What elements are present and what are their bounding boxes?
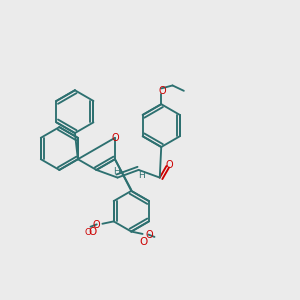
Text: O: O <box>89 227 97 237</box>
Text: O: O <box>165 160 172 170</box>
Text: O: O <box>145 230 153 240</box>
Text: O: O <box>158 86 166 96</box>
Text: H: H <box>139 171 145 180</box>
Text: O: O <box>85 228 92 237</box>
Text: O: O <box>139 237 147 247</box>
Text: O: O <box>111 133 119 143</box>
Text: O: O <box>92 220 100 230</box>
Text: H: H <box>113 167 119 176</box>
